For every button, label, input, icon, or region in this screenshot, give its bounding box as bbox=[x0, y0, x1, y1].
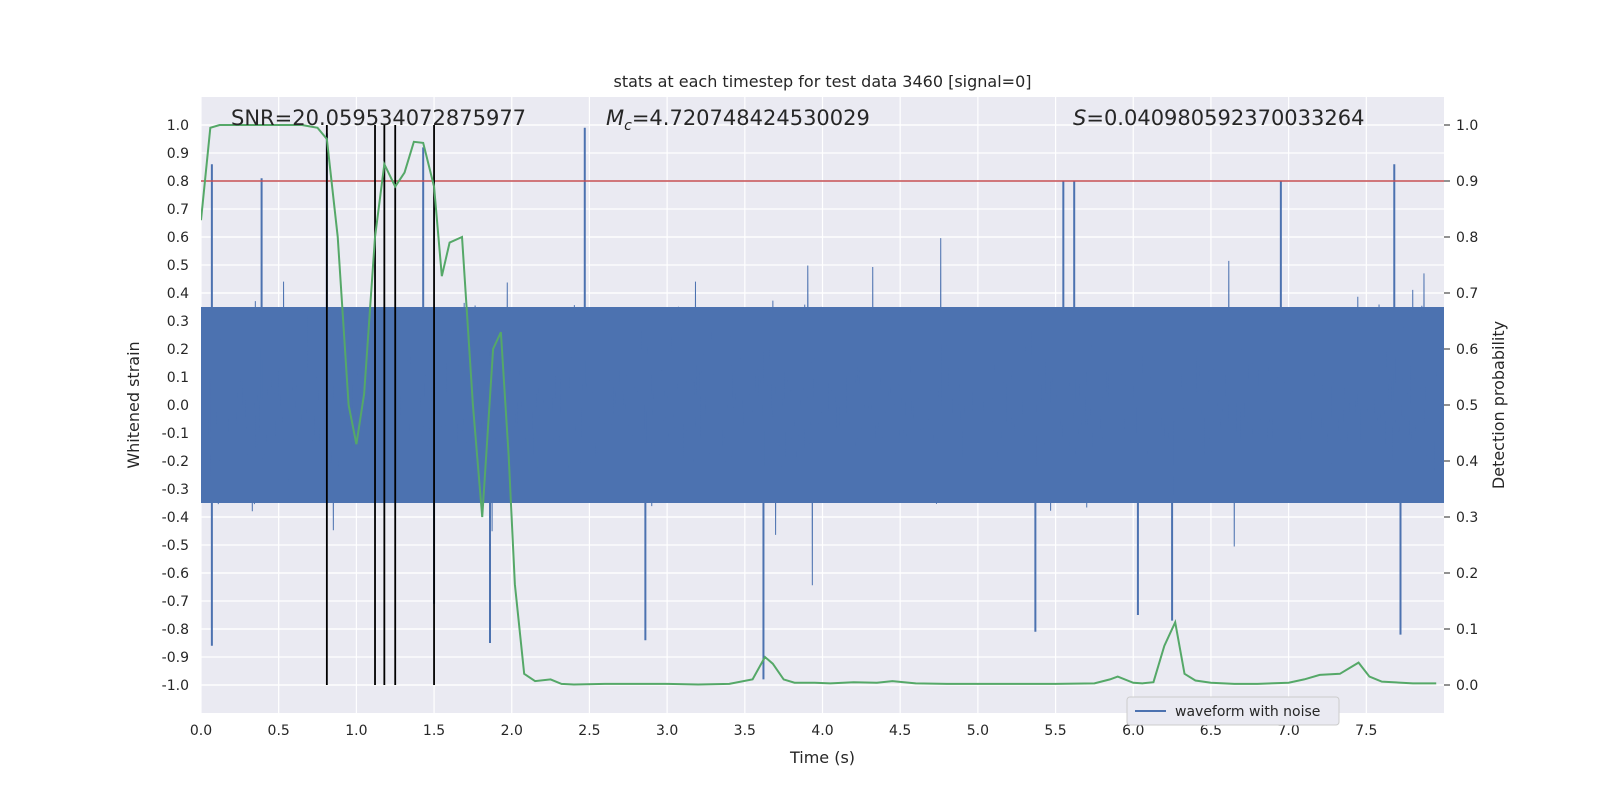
x-tick-label: 7.0 bbox=[1277, 723, 1299, 739]
y-tick-label-left: -0.9 bbox=[162, 650, 189, 666]
y-tick-label-right: 0.9 bbox=[1456, 174, 1478, 190]
y-tick-label-right: 0.1 bbox=[1456, 622, 1478, 638]
waveform-line bbox=[201, 238, 1444, 586]
y-tick-label-left: 0.8 bbox=[167, 174, 189, 190]
x-tick-label: 5.0 bbox=[967, 723, 989, 739]
y-tick-label-left: -0.5 bbox=[162, 538, 189, 554]
x-tick-label: 4.0 bbox=[811, 723, 833, 739]
y-axis-label-left: Whitened strain bbox=[124, 341, 143, 468]
y-tick-label-left: 0.5 bbox=[167, 258, 189, 274]
y-tick-label-right: 0.8 bbox=[1456, 230, 1478, 246]
x-tick-label: 1.5 bbox=[423, 723, 445, 739]
y-tick-label-left: -0.7 bbox=[162, 594, 189, 610]
x-tick-label: 0.0 bbox=[190, 723, 212, 739]
x-tick-label: 3.0 bbox=[656, 723, 678, 739]
x-tick-label: 6.5 bbox=[1200, 723, 1222, 739]
s-symbol: S bbox=[1073, 106, 1086, 130]
y-tick-label-right: 0.5 bbox=[1456, 398, 1478, 414]
y-tick-label-right: 0.0 bbox=[1456, 678, 1478, 694]
x-tick-label: 3.5 bbox=[734, 723, 756, 739]
y-tick-label-right: 0.6 bbox=[1456, 342, 1478, 358]
y-tick-label-left: 0.2 bbox=[167, 342, 189, 358]
axes-ticks: 0.0 0.5 1.0 1.5 2.0 2.5 3.0 3.5 4.0 4.5 5.0 5.5 6.0 6… bbox=[162, 118, 1479, 739]
y-tick-label-right: 1.0 bbox=[1456, 118, 1478, 134]
mc-value: =4.720748424530029 bbox=[632, 106, 870, 130]
probability-line bbox=[201, 124, 1437, 686]
y-tick-label-right: 0.3 bbox=[1456, 510, 1478, 526]
y-tick-label-left: -0.2 bbox=[162, 454, 189, 470]
y-tick-label-left: 0.7 bbox=[167, 202, 189, 218]
mc-annotation: Mc=4.720748424530029 bbox=[606, 106, 870, 134]
chart-title: stats at each timestep for test data 346… bbox=[613, 72, 1031, 91]
y-tick-label-left: 0.0 bbox=[167, 398, 189, 414]
y-tick-label-left: -0.3 bbox=[162, 482, 189, 498]
y-tick-label-left: 0.1 bbox=[167, 370, 189, 386]
y-tick-label-left: 0.4 bbox=[167, 286, 189, 302]
y-tick-label-right: 0.7 bbox=[1456, 286, 1478, 302]
y-tick-label-left: -0.8 bbox=[162, 622, 189, 638]
y-axis-label-right: Detection probability bbox=[1489, 321, 1508, 489]
x-tick-label: 7.5 bbox=[1355, 723, 1377, 739]
x-tick-label: 1.0 bbox=[345, 723, 367, 739]
snr-annotation: SNR=20.059534072875977 bbox=[231, 106, 526, 130]
mc-symbol: M bbox=[606, 106, 624, 130]
x-tick-label: 0.5 bbox=[268, 723, 290, 739]
y-tick-label-left: 0.6 bbox=[167, 230, 189, 246]
mc-subscript: c bbox=[624, 118, 632, 134]
waveform-series bbox=[201, 127, 1444, 680]
probability-series bbox=[201, 124, 1437, 686]
y-tick-label-left: 0.3 bbox=[167, 314, 189, 330]
x-tick-label: 2.0 bbox=[501, 723, 523, 739]
s-value: =0.040980592370033264 bbox=[1086, 106, 1364, 130]
y-tick-label-left: -0.4 bbox=[162, 510, 189, 526]
legend-box bbox=[1126, 696, 1340, 726]
x-tick-label: 6.0 bbox=[1122, 723, 1144, 739]
y-tick-label-left: -1.0 bbox=[162, 678, 189, 694]
x-tick-label: 2.5 bbox=[578, 723, 600, 739]
y-tick-label-left: -0.1 bbox=[162, 426, 189, 442]
y-tick-label-left: -0.6 bbox=[162, 566, 189, 582]
y-tick-label-right: 0.4 bbox=[1456, 454, 1478, 470]
vertical-markers bbox=[325, 125, 435, 685]
s-annotation: S=0.040980592370033264 bbox=[1073, 106, 1364, 130]
y-tick-label-left: 0.9 bbox=[167, 146, 189, 162]
legend: waveform with noise bbox=[1126, 696, 1340, 726]
legend-label-waveform: waveform with noise bbox=[1175, 704, 1320, 720]
y-tick-label-right: 0.2 bbox=[1456, 566, 1478, 582]
y-tick-label-left: 1.0 bbox=[167, 118, 189, 134]
x-axis-label: Time (s) bbox=[789, 748, 855, 767]
x-tick-label: 5.5 bbox=[1044, 723, 1066, 739]
x-tick-label: 4.5 bbox=[889, 723, 911, 739]
